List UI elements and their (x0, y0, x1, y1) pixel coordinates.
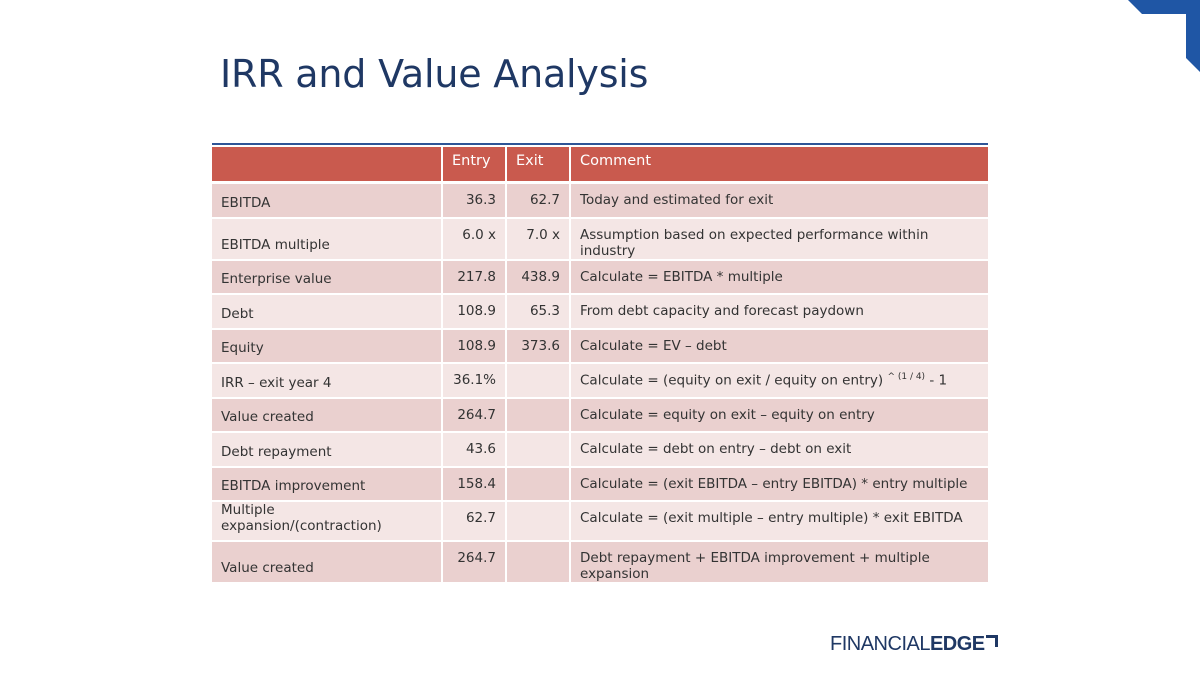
comment-text: Today and estimated for exit (580, 192, 774, 208)
header-entry: Entry (443, 147, 507, 184)
row-label: EBITDA improvement (212, 467, 443, 502)
exit-value: 65.3 (507, 295, 571, 330)
exit-value: 373.6 (507, 329, 571, 364)
row-label: EBITDA multiple (212, 218, 443, 261)
comment-text: Calculate = EBITDA * multiple (580, 268, 783, 285)
exit-value: 62.7 (507, 184, 571, 219)
row-label: Enterprise value (212, 260, 443, 295)
comment-text: Calculate = (exit EBITDA – entry EBITDA)… (580, 475, 968, 492)
entry-value: 108.9 (443, 329, 507, 364)
entry-value: 43.6 (443, 433, 507, 468)
irr-value-table: Entry Exit Comment EBITDA 36.3 62.7 Today a… (212, 147, 988, 584)
comment-cell: Today and estimated for exit (571, 184, 988, 219)
exit-value: 7.0 x (507, 218, 571, 261)
comment-text: Debt repayment + EBITDA improvement + mu… (580, 550, 930, 582)
comment-cell: Assumption based on expected performance… (571, 218, 988, 261)
comment-cell: Calculate = (equity on exit / equity on … (571, 364, 988, 399)
exit-value (507, 502, 571, 542)
table-row: Debt repayment 43.6 Calculate = debt on en… (212, 433, 988, 468)
row-label: Equity (212, 329, 443, 364)
corner-decoration-icon (1128, 0, 1200, 72)
slide-title: IRR and Value Analysis (220, 52, 649, 96)
entry-value: 158.4 (443, 467, 507, 502)
table-row: Value created 264.7 Calculate = equity on … (212, 398, 988, 433)
row-label: Value created (212, 542, 443, 584)
title-divider (212, 143, 988, 145)
entry-value: 62.7 (443, 502, 507, 542)
exit-value (507, 467, 571, 502)
comment-cell: Debt repayment + EBITDA improvement + mu… (571, 542, 988, 584)
comment-cell: Calculate = (exit EBITDA – entry EBITDA)… (571, 467, 988, 502)
table-row: Equity 108.9 373.6 Calculate = EV – debt (212, 329, 988, 364)
comment-cell: From debt capacity and forecast paydown (571, 295, 988, 330)
comment-text: From debt capacity and forecast paydown (580, 303, 864, 319)
entry-value: 217.8 (443, 260, 507, 295)
header-comment: Comment (571, 147, 988, 184)
comment-text: Calculate = (exit multiple – entry multi… (580, 510, 963, 526)
entry-value: 264.7 (443, 398, 507, 433)
table-row: Debt 108.9 65.3 From debt capacity and fore… (212, 295, 988, 330)
comment-text: Assumption based on expected performance… (580, 226, 929, 259)
logo-text-edge: EDGE (929, 633, 985, 655)
financial-edge-logo: FINANCIALEDGE (830, 633, 998, 657)
table-row: EBITDA multiple 6.0 x 7.0 x Assumption base… (212, 218, 988, 261)
table-header-row: Entry Exit Comment (212, 147, 988, 184)
comment-cell: Calculate = equity on exit – equity on e… (571, 398, 988, 433)
comment-text: Calculate = equity on exit – equity on e… (580, 406, 875, 423)
comment-cell: Calculate = debt on entry – debt on exit (571, 433, 988, 468)
row-label: EBITDA (212, 184, 443, 219)
table-row: Multiple expansion/(contraction) 62.7 Calc… (212, 502, 988, 542)
exit-value (507, 398, 571, 433)
comment-text: Calculate = (equity on exit / equity on … (580, 372, 884, 389)
comment-tail: - 1 (925, 372, 948, 389)
row-label: Debt repayment (212, 433, 443, 468)
table-row: Value created 264.7 Debt repayment + EBITD… (212, 542, 988, 584)
entry-value: 36.3 (443, 184, 507, 219)
exit-value (507, 433, 571, 468)
row-label: Debt (212, 295, 443, 330)
table-row: EBITDA 36.3 62.7 Today and estimated for ex… (212, 184, 988, 219)
entry-value: 6.0 x (443, 218, 507, 261)
comment-cell: Calculate = EBITDA * multiple (571, 260, 988, 295)
entry-value: 36.1% (443, 364, 507, 399)
entry-value: 108.9 (443, 295, 507, 330)
header-exit: Exit (507, 147, 571, 184)
exit-value (507, 542, 571, 584)
table-row: Enterprise value 217.8 438.9 Calculate = EB… (212, 260, 988, 295)
comment-cell: Calculate = EV – debt (571, 329, 988, 364)
comment-cell: Calculate = (exit multiple – entry multi… (571, 502, 988, 542)
logo-text-financial: FINANCIAL (830, 633, 930, 655)
comment-text: Calculate = EV – debt (580, 337, 727, 354)
comment-text: Calculate = debt on entry – debt on exit (580, 441, 852, 457)
table-row: IRR – exit year 4 36.1% Calculate = (equit… (212, 364, 988, 399)
row-label: Value created (212, 398, 443, 433)
entry-value: 264.7 (443, 542, 507, 584)
row-label: IRR – exit year 4 (212, 364, 443, 399)
comment-exponent: ^ (1 / 4) (887, 372, 926, 382)
exit-value: 438.9 (507, 260, 571, 295)
table-row: EBITDA improvement 158.4 Calculate = (exit… (212, 467, 988, 502)
exit-value (507, 364, 571, 399)
logo-corner-icon (985, 635, 998, 647)
header-label (212, 147, 443, 184)
row-label: Multiple expansion/(contraction) (212, 502, 443, 542)
